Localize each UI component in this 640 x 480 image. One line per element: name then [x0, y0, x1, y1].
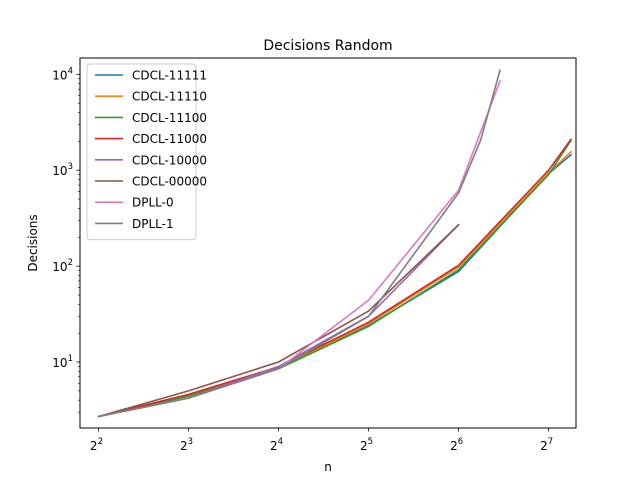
- x-tick-label: 26: [450, 437, 463, 453]
- x-tick-label: 25: [360, 437, 373, 453]
- series-line-dpll-1: [97, 69, 501, 418]
- plot-layer: [97, 69, 573, 418]
- y-axis-label: Decisions: [26, 214, 40, 271]
- x-tick-label: 23: [180, 437, 193, 453]
- y-tick-label: 101: [52, 354, 73, 370]
- ticks-layer: 22 23 24 25 26 27 101 102 103 104: [52, 66, 553, 453]
- x-tick-label: 24: [270, 437, 283, 453]
- series-line-cdcl-11100: [97, 139, 573, 418]
- series-line-cdcl-10000: [97, 223, 460, 418]
- legend-label: DPLL-1: [132, 217, 174, 231]
- legend-label: CDCL-11110: [132, 90, 207, 104]
- series-line-cdcl-11110: [97, 150, 573, 418]
- series-lines: [97, 69, 573, 418]
- legend-label: CDCL-11100: [132, 111, 207, 125]
- x-tick-label: 22: [90, 437, 103, 453]
- chart-title: Decisions Random: [263, 38, 392, 54]
- axes-frame: [79, 57, 577, 429]
- legend-label: CDCL-00000: [132, 175, 207, 189]
- x-tick-label: 27: [540, 437, 553, 453]
- series-line-cdcl-00000: [97, 223, 460, 418]
- legend-label: DPLL-0: [132, 196, 174, 210]
- legend-box: [86, 63, 197, 241]
- series-line-cdcl-11000: [97, 138, 573, 418]
- legend-label: CDCL-10000: [132, 153, 207, 167]
- legend: CDCL-11111 CDCL-11110 CDCL-11100 CDCL-11000…: [86, 63, 207, 241]
- y-tick-label: 104: [52, 66, 73, 82]
- legend-label: CDCL-11111: [132, 69, 207, 83]
- y-tick-label: 103: [52, 162, 73, 178]
- y-tick-label: 102: [52, 258, 73, 274]
- x-axis-label: n: [324, 460, 332, 474]
- legend-label: CDCL-11000: [132, 132, 207, 146]
